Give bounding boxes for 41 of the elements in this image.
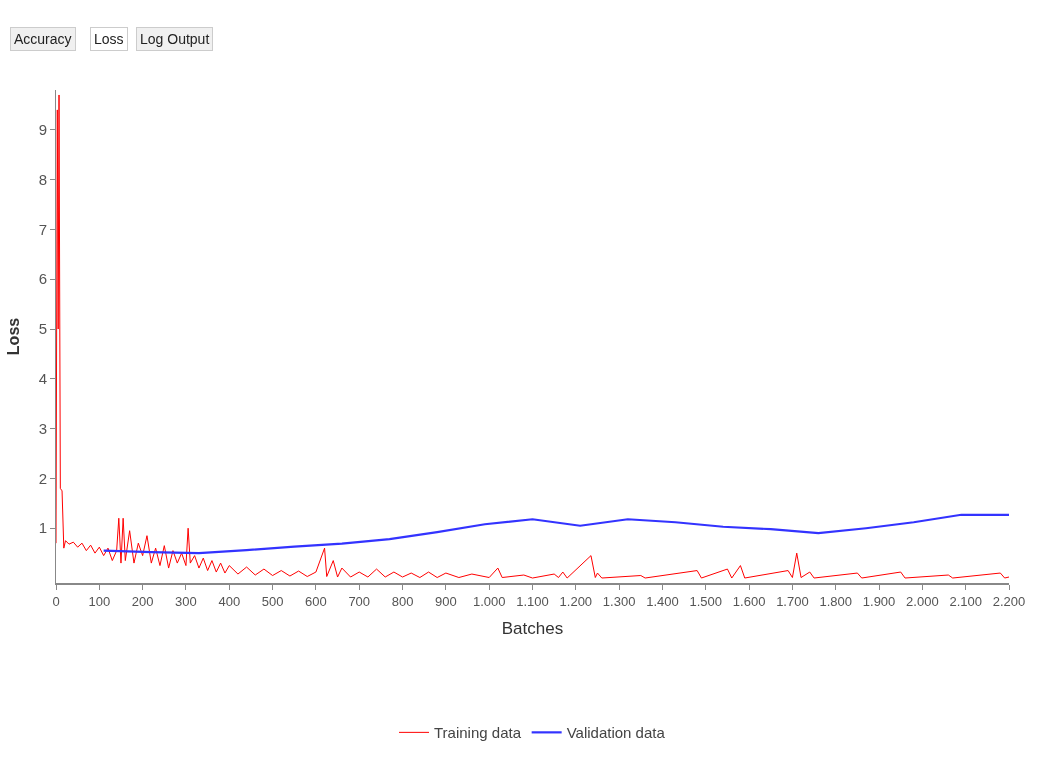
- y-axis-title: Loss: [4, 317, 22, 356]
- x-tick-label: 500: [261, 593, 284, 609]
- x-tick-label: 800: [391, 593, 414, 609]
- line-series: [56, 94, 1009, 579]
- legend-label: Training data: [434, 724, 522, 742]
- x-tick-label: 1.800: [819, 593, 852, 609]
- text: Accuracy: [14, 31, 72, 47]
- y-tick-label: 2: [38, 469, 47, 487]
- x-axis-title: Batches: [501, 619, 564, 639]
- y-tick-label: 4: [38, 370, 47, 388]
- x-tick-label: 1.100: [516, 593, 549, 609]
- y-tick-label: 8: [38, 170, 47, 188]
- text: Loss: [94, 31, 124, 47]
- y-tick-label: 1: [38, 519, 47, 537]
- line-series: [102, 513, 1009, 555]
- x-tick-label: 600: [305, 593, 327, 609]
- x-tick-label: 1.700: [776, 593, 809, 609]
- x-tick-label: 1.900: [862, 593, 896, 609]
- y-tick-label: 6: [38, 270, 47, 288]
- text: Log Output: [140, 31, 210, 47]
- x-tick-label: 100: [88, 593, 111, 609]
- x-tick-label: 1.600: [732, 593, 766, 609]
- x-tick-label: 900: [435, 593, 457, 609]
- y-tick-label: 3: [38, 419, 47, 437]
- x-tick-label: 1.500: [689, 593, 723, 609]
- x-tick-label: 1.200: [559, 593, 593, 609]
- x-tick-label: 2.100: [949, 593, 982, 609]
- x-tick-label: 1.400: [646, 593, 679, 609]
- x-tick-label: 1.300: [602, 593, 636, 609]
- y-tick-label: 9: [38, 121, 47, 139]
- y-tick-label: 7: [38, 220, 47, 238]
- x-tick-label: 300: [175, 593, 197, 609]
- x-tick-label: 200: [131, 593, 154, 609]
- x-tick-label: 0: [52, 593, 60, 609]
- y-tick-label: 5: [38, 320, 47, 338]
- x-tick-label: 2.200: [992, 593, 1026, 609]
- x-tick-label: 700: [348, 593, 371, 609]
- legend-label: Validation data: [566, 724, 666, 742]
- x-tick-label: 400: [218, 593, 241, 609]
- x-tick-label: 2.000: [906, 593, 939, 609]
- x-tick-label: 1.000: [472, 593, 506, 609]
